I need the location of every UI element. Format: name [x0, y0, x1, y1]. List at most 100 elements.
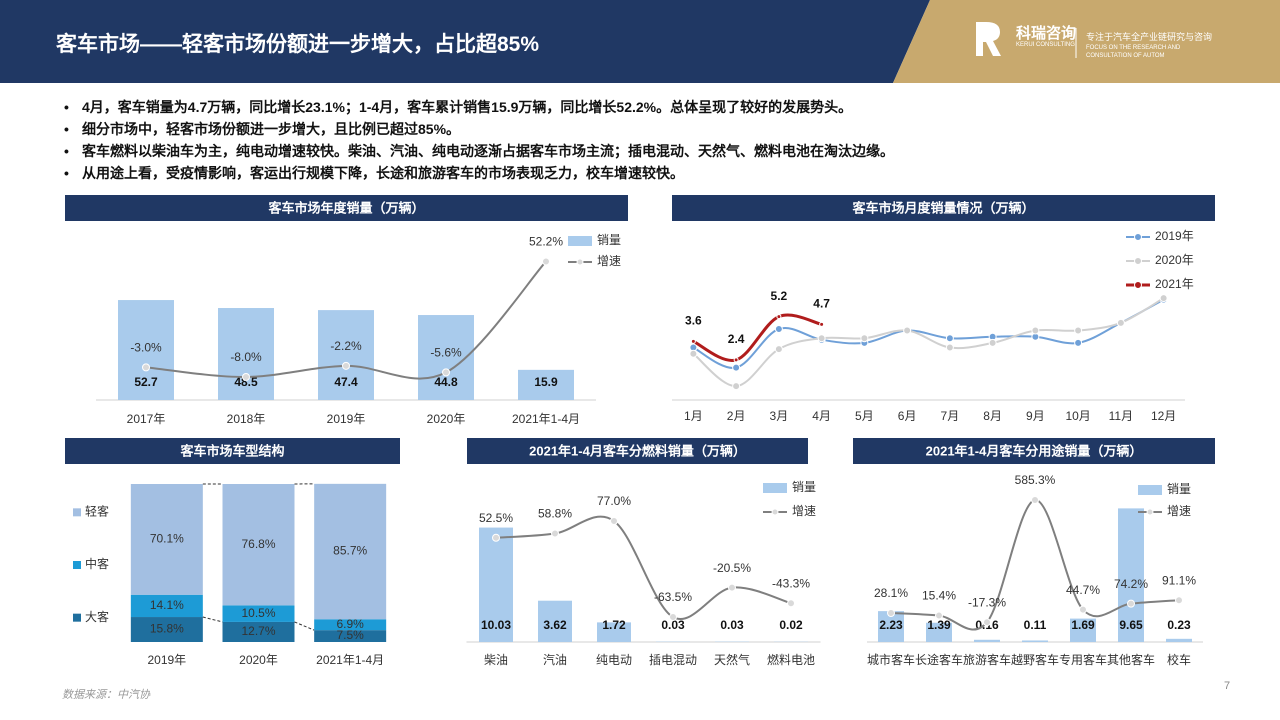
x-tick-label: 2017年	[127, 412, 166, 426]
x-tick-label: 长途客车	[915, 652, 963, 667]
x-tick-label: 校车	[1167, 652, 1191, 667]
growth-point	[492, 533, 500, 542]
header-background	[0, 0, 930, 83]
bar	[1022, 640, 1048, 642]
bar	[518, 369, 574, 400]
bar	[1118, 508, 1144, 642]
segment-label: 70.1%	[150, 532, 184, 546]
legend-marker	[1134, 281, 1142, 289]
source-note: 数据来源：中汽协	[62, 689, 150, 701]
legend-swatch	[568, 236, 592, 246]
bar-segment	[314, 630, 387, 642]
x-tick-label: 3月	[770, 409, 789, 423]
growth-label: 585.3%	[1015, 473, 1056, 487]
legend-label: 销量	[792, 480, 816, 494]
series-point	[819, 321, 825, 327]
data-label: 4.7	[813, 297, 830, 311]
bar-value-label: 15.9	[534, 375, 558, 389]
series-point	[1116, 318, 1125, 327]
legend-label: 大客	[85, 609, 109, 624]
bar	[974, 639, 1000, 642]
segment-label: 10.5%	[241, 606, 275, 620]
growth-label: 58.8%	[538, 507, 572, 521]
x-tick-label: 柴油	[484, 653, 508, 667]
legend-swatch	[73, 508, 81, 517]
growth-point	[983, 618, 991, 627]
growth-label: 52.2%	[529, 235, 563, 249]
series-point	[732, 382, 741, 391]
legend-marker	[576, 258, 584, 266]
x-tick-label: 插电混动	[649, 653, 697, 667]
legend-label: 2019年	[1155, 229, 1194, 243]
growth-label: 28.1%	[874, 586, 908, 600]
growth-label: 91.1%	[1162, 573, 1196, 587]
logo-subtext: KERUI CONSULTING	[1016, 42, 1075, 48]
bar	[926, 622, 952, 642]
growth-point	[342, 361, 350, 370]
series-point	[774, 325, 783, 333]
series-point	[733, 357, 739, 363]
growth-point	[1079, 605, 1087, 614]
bar-segment	[314, 483, 387, 620]
series-point	[817, 334, 826, 343]
x-tick-label: 2020年	[239, 653, 278, 667]
growth-label: 15.4%	[922, 589, 956, 603]
series-point	[690, 338, 696, 344]
x-tick-label: 越野客车	[1011, 652, 1059, 667]
x-tick-label: 9月	[1026, 409, 1045, 423]
growth-point	[1127, 599, 1135, 608]
legend-label: 增速	[1167, 504, 1191, 518]
growth-point	[728, 583, 736, 592]
series-point	[774, 345, 783, 354]
legend-label: 轻客	[85, 504, 109, 519]
tagline-en: FOCUS ON THE RESEARCH AND	[1086, 45, 1181, 51]
series-point	[1031, 326, 1040, 335]
series-point	[732, 363, 741, 372]
bar-segment	[314, 619, 387, 631]
page-number: 7	[1224, 680, 1231, 692]
x-tick-label: 2021年1-4月	[316, 653, 384, 667]
chart-title-bar	[467, 438, 808, 464]
logo-icon	[976, 22, 1001, 56]
series-point	[988, 338, 997, 347]
bar-value-label: 0.02	[779, 618, 803, 632]
growth-label: 44.7%	[1066, 583, 1100, 597]
logo-text: 科瑞咨询	[1016, 25, 1077, 42]
legend-label: 2021年	[1155, 277, 1194, 291]
series-point	[689, 349, 698, 358]
x-tick-label: 2019年	[147, 653, 186, 667]
header-accent	[893, 0, 1280, 83]
bar-value-label: 0.03	[720, 618, 744, 632]
legend-swatch	[763, 483, 787, 493]
x-tick-label: 天然气	[714, 652, 750, 667]
x-tick-label: 燃料电池	[767, 652, 815, 667]
legend-swatch	[73, 613, 81, 622]
series-line	[692, 298, 1165, 369]
bar-value-label: 9.65	[1119, 618, 1143, 632]
x-tick-label: 旅游客车	[963, 652, 1011, 667]
bar-segment	[130, 594, 203, 618]
legend-label: 增速	[792, 504, 816, 518]
series-point	[1074, 326, 1083, 335]
growth-point	[887, 608, 895, 617]
segment-label: 15.8%	[150, 622, 184, 636]
bar-value-label: 3.62	[543, 618, 567, 632]
growth-point	[787, 599, 795, 608]
legend-swatch	[73, 561, 81, 569]
x-tick-label: 11月	[1109, 409, 1133, 423]
series-point	[1159, 294, 1168, 303]
bar-value-label: 1.69	[1071, 618, 1095, 632]
tagline: 专注于汽车全产业链研究与咨询	[1086, 32, 1213, 42]
x-tick-label: 7月	[941, 409, 960, 423]
slide-title: 客车市场——轻客市场份额进一步增大，占比超85%	[56, 33, 540, 56]
growth-point	[242, 372, 250, 381]
chart-title: 2021年1-4月客车分用途销量（万辆）	[926, 443, 1143, 458]
series-point	[945, 343, 954, 352]
x-tick-label: 其他客车	[1107, 652, 1155, 667]
growth-point	[1175, 596, 1183, 605]
legend-marker	[1134, 233, 1142, 241]
x-tick-label: 城市客车	[867, 652, 915, 667]
bar-value-label: 10.03	[481, 618, 511, 632]
